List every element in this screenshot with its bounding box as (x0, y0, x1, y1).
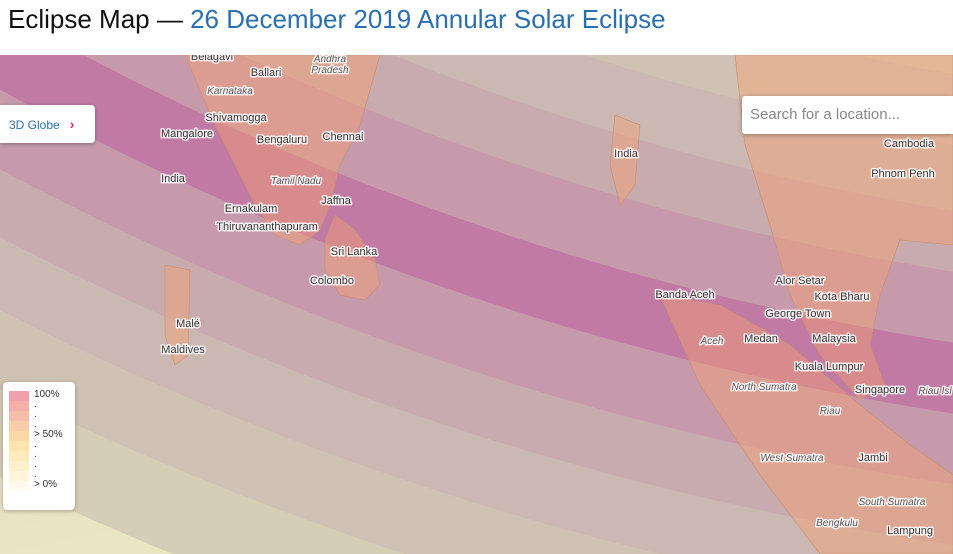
place-label: Sri Lanka (331, 246, 378, 258)
place-label: Lampung (887, 525, 933, 537)
legend-label: > 50% (34, 429, 63, 440)
legend-row: . (9, 409, 69, 421)
place-label: Karnataka (207, 86, 253, 97)
legend-row: > 50% (9, 429, 69, 441)
place-label: Belagavi (191, 55, 233, 63)
place-label: Phnom Penh (871, 168, 935, 180)
eclipse-bands (0, 55, 953, 554)
place-label: Mangalore (161, 128, 213, 140)
legend-label: . (34, 449, 37, 460)
globe-label: 3D Globe (9, 118, 60, 132)
place-label: Malé (176, 318, 200, 330)
eclipse-name[interactable]: 26 December 2019 Annular Solar Eclipse (190, 4, 666, 34)
legend-swatch (9, 431, 29, 441)
chevron: › (69, 116, 75, 132)
place-label: Maldives (161, 344, 205, 356)
place-label: Medan (744, 333, 778, 345)
place-label: Kota Bharu (814, 291, 869, 303)
place-label: Jaffna (321, 195, 352, 207)
place-label: Bengaluru (257, 134, 307, 146)
legend-swatch (9, 451, 29, 461)
place-label: India (614, 148, 639, 160)
maldives (164, 264, 191, 366)
page-title: Eclipse Map — 26 December 2019 Annular S… (8, 4, 666, 35)
search-box[interactable]: Search for a location... (742, 96, 953, 134)
legend-row: . (9, 449, 69, 461)
legend-row: . (9, 399, 69, 411)
legend-swatch (9, 471, 29, 481)
land (164, 55, 953, 554)
place-label: Chennai (323, 131, 364, 143)
place-label: Singapore (855, 384, 905, 396)
legend-label: . (34, 409, 37, 420)
place-label: Kuala Lumpur (795, 361, 864, 373)
place-label: Thiruvananthapuram (216, 221, 318, 233)
legend-row: . (9, 439, 69, 451)
legend-row: . (9, 419, 69, 431)
place-label: Malaysia (812, 333, 856, 345)
place-label: South Sumatra (859, 497, 926, 508)
legend-swatch (9, 411, 29, 421)
sri-lanka (324, 214, 381, 301)
place-label: Banda Aceh (655, 289, 714, 301)
place-label: Tamil Nadu (271, 176, 322, 187)
place-label: Shivamogga (205, 112, 267, 124)
place-label: India (161, 173, 186, 185)
place-label: West Sumatra (760, 453, 824, 464)
legend-swatch (9, 481, 29, 491)
place-label: North Sumatra (731, 382, 796, 393)
place-label: Ernakulam (225, 203, 278, 215)
title-text: Eclipse Map — (8, 4, 183, 34)
legend-label: > 0% (34, 479, 58, 490)
legend-row: . (9, 459, 69, 471)
place-label: Andhra (313, 55, 347, 65)
globe-button[interactable]: 3D Globe › (0, 105, 95, 143)
place-label: Pradesh (311, 65, 349, 76)
mainland-se-asia (734, 55, 953, 401)
legend-label: . (34, 469, 37, 480)
legend-row: 100% (9, 389, 69, 401)
place-label: Cambodia (884, 138, 935, 150)
andaman (609, 114, 641, 206)
place-label: Jambi (858, 452, 887, 464)
legend-row: . (9, 469, 69, 481)
legend-label: 100% (34, 389, 60, 400)
legend-swatch (9, 461, 29, 471)
place-label: Aceh (700, 336, 724, 347)
place-label: Alor Setar (776, 275, 825, 287)
legend-swatch (9, 391, 29, 401)
legend-label: . (34, 399, 37, 410)
legend-swatch (9, 401, 29, 411)
legend: 100%... > 50%.... > 0% (3, 382, 75, 510)
india (184, 55, 381, 246)
legend-label: . (34, 459, 37, 470)
legend-label: . (34, 439, 37, 450)
place-label: Riau Isl (918, 386, 952, 397)
legend-label: . (34, 419, 37, 430)
sumatra (659, 294, 953, 554)
legend-swatch (9, 421, 29, 431)
place-label: George Town (765, 308, 830, 320)
search-placeholder: Search for a location... (750, 106, 901, 123)
place-label: Riau (820, 406, 841, 417)
legend-swatch (9, 441, 29, 451)
place-label: Ballari (251, 67, 282, 79)
place-label: Bengkulu (816, 518, 858, 529)
legend-row: > 0% (9, 479, 69, 491)
place-label: Colombo (310, 275, 354, 287)
